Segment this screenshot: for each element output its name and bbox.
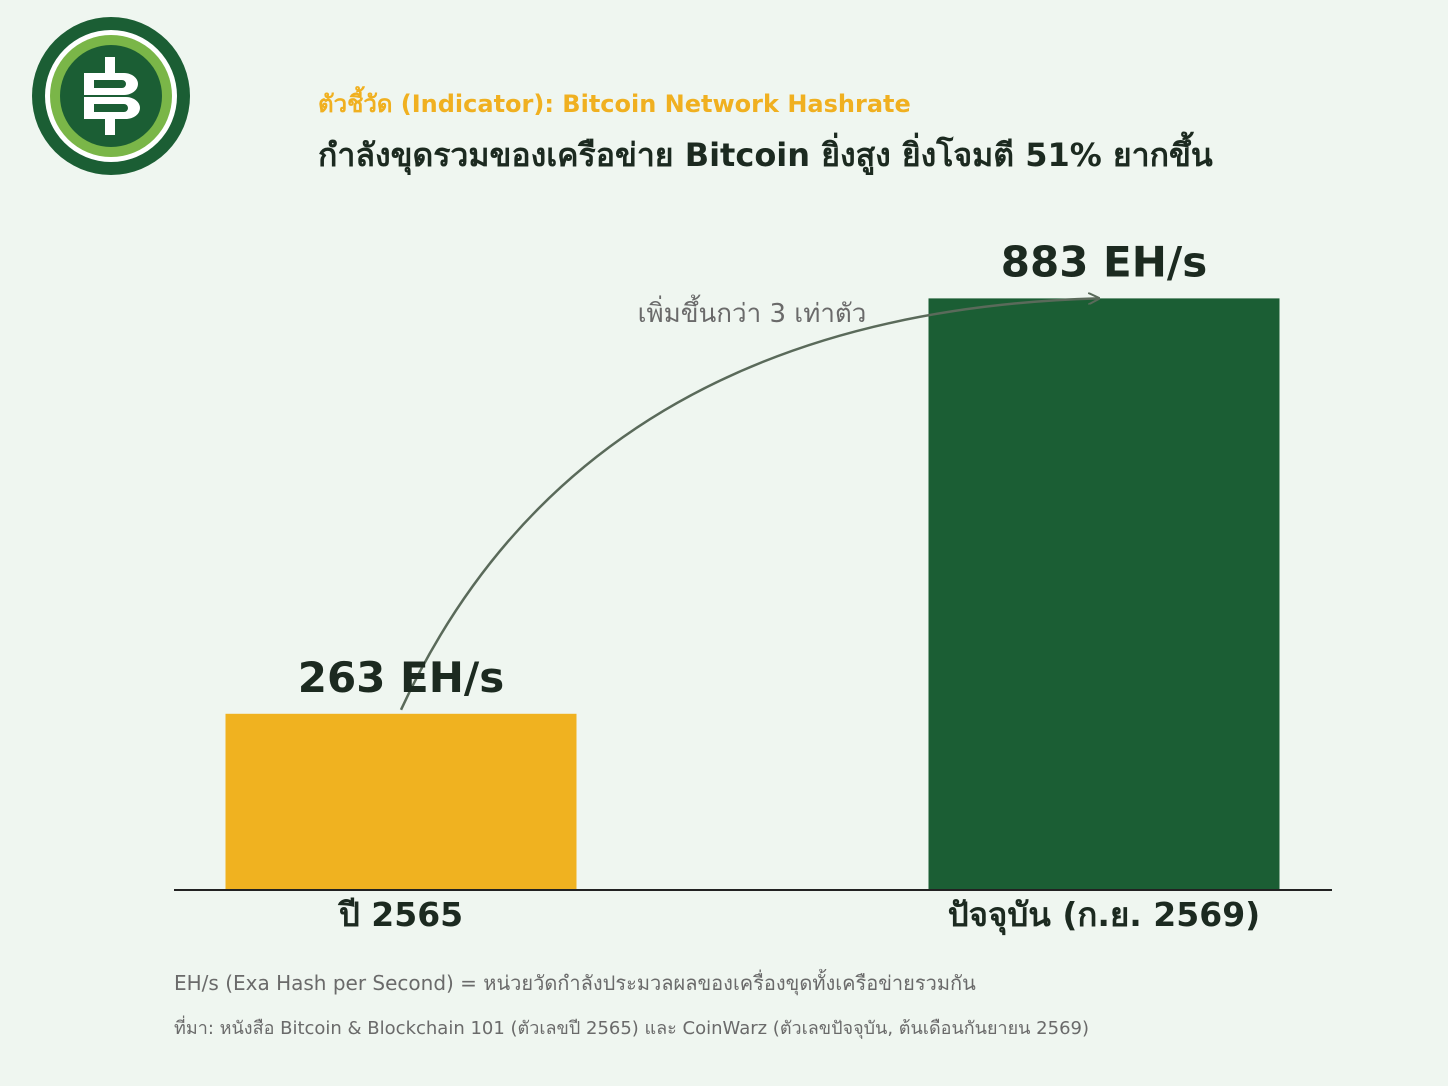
category-label-2: ปัจจุบัน (ก.ย. 2569) — [948, 895, 1261, 936]
growth-annotation: เพิ่มขึ้นกว่า 3 เท่าตัว — [638, 294, 867, 329]
unit-definition-note: EH/s (Exa Hash per Second) = หน่วยวัดกำล… — [174, 971, 976, 995]
bar-1 — [225, 713, 577, 890]
source-note: ที่มา: หนังสือ Bitcoin & Blockchain 101 … — [174, 1018, 1090, 1039]
growth-arrow — [399, 298, 1098, 711]
indicator-subtitle: ตัวชี้วัด (Indicator): Bitcoin Network H… — [318, 90, 911, 118]
page-title: กำลังขุดรวมของเครือข่าย Bitcoin ยิ่งสูง … — [318, 136, 1213, 174]
value-label-2: 883 EH/s — [1001, 237, 1207, 286]
bitcoin-logo-icon — [32, 17, 190, 175]
value-label-1: 263 EH/s — [298, 653, 504, 702]
bar-2 — [928, 298, 1280, 890]
category-label-1: ปี 2565 — [338, 895, 464, 934]
